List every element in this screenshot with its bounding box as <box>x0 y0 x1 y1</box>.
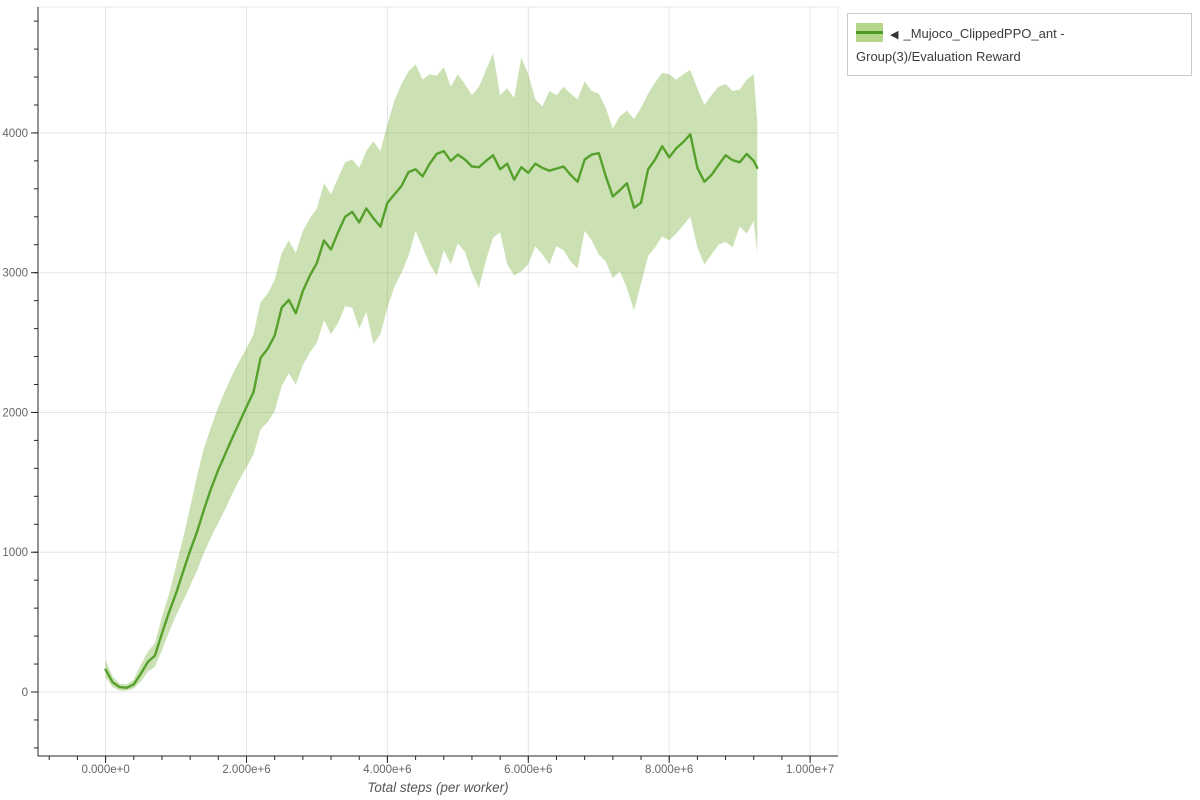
legend-marker-icon: ◀ <box>890 29 899 41</box>
x-tick-label: 8.000e+6 <box>645 764 693 776</box>
x-tick-label: 1.000e+7 <box>786 764 834 776</box>
y-tick-label: 1000 <box>2 547 28 559</box>
x-tick-label: 0.000e+0 <box>81 764 129 776</box>
confidence-band <box>105 53 758 691</box>
legend-label: _Mujoco_ClippedPPO_ant - Group(3)/Evalua… <box>856 26 1065 64</box>
legend[interactable]: ◀ _Mujoco_ClippedPPO_ant - Group(3)/Evalu… <box>847 13 1192 76</box>
y-tick-label: 3000 <box>2 268 28 280</box>
legend-series-swatch-icon <box>856 23 883 42</box>
x-axis-title: Total steps (per worker) <box>367 780 509 795</box>
x-tick-label: 2.000e+6 <box>222 764 270 776</box>
legend-entry: ◀ _Mujoco_ClippedPPO_ant - Group(3)/Evalu… <box>856 26 1065 64</box>
mean-line <box>104 133 759 689</box>
legend-line-icon <box>856 31 883 34</box>
y-tick-label: 4000 <box>2 128 28 140</box>
x-tick-label: 6.000e+6 <box>504 764 552 776</box>
x-tick-label: 4.000e+6 <box>363 764 411 776</box>
y-tick-label: 2000 <box>2 407 28 419</box>
plot-area[interactable] <box>38 7 838 756</box>
y-tick-label: 0 <box>22 687 28 699</box>
